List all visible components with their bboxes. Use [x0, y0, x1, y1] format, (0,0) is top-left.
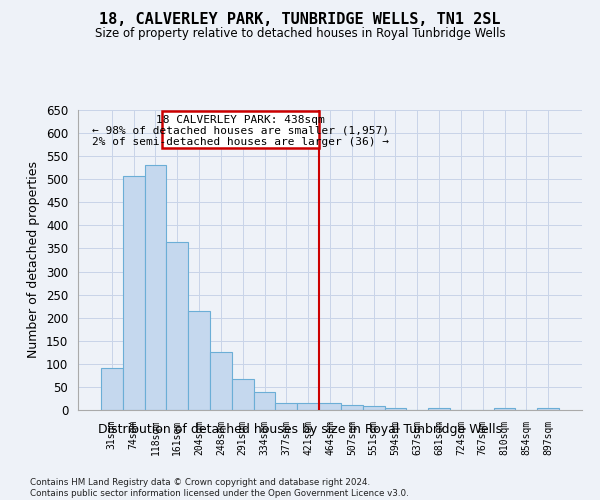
Bar — [297, 403, 319, 410]
Bar — [123, 176, 145, 410]
Text: Size of property relative to detached houses in Royal Tunbridge Wells: Size of property relative to detached ho… — [95, 28, 505, 40]
Y-axis label: Number of detached properties: Number of detached properties — [28, 162, 40, 358]
Bar — [494, 408, 515, 410]
Bar — [166, 242, 188, 410]
Bar — [319, 403, 341, 410]
Bar — [341, 406, 363, 410]
Bar — [188, 311, 210, 410]
Bar — [275, 403, 297, 410]
Text: 18 CALVERLEY PARK: 438sqm: 18 CALVERLEY PARK: 438sqm — [156, 114, 325, 124]
Text: Contains HM Land Registry data © Crown copyright and database right 2024.
Contai: Contains HM Land Registry data © Crown c… — [30, 478, 409, 498]
FancyBboxPatch shape — [162, 111, 319, 148]
Bar — [101, 368, 123, 410]
Text: 2% of semi-detached houses are larger (36) →: 2% of semi-detached houses are larger (3… — [92, 137, 389, 147]
Text: 18, CALVERLEY PARK, TUNBRIDGE WELLS, TN1 2SL: 18, CALVERLEY PARK, TUNBRIDGE WELLS, TN1… — [99, 12, 501, 28]
Text: ← 98% of detached houses are smaller (1,957): ← 98% of detached houses are smaller (1,… — [92, 126, 389, 136]
Bar — [145, 166, 166, 410]
Bar — [210, 352, 232, 410]
Text: Distribution of detached houses by size in Royal Tunbridge Wells: Distribution of detached houses by size … — [98, 422, 502, 436]
Bar — [232, 379, 254, 410]
Bar — [363, 406, 385, 410]
Bar — [385, 408, 406, 410]
Bar — [537, 408, 559, 410]
Bar — [254, 392, 275, 410]
Bar — [428, 408, 450, 410]
